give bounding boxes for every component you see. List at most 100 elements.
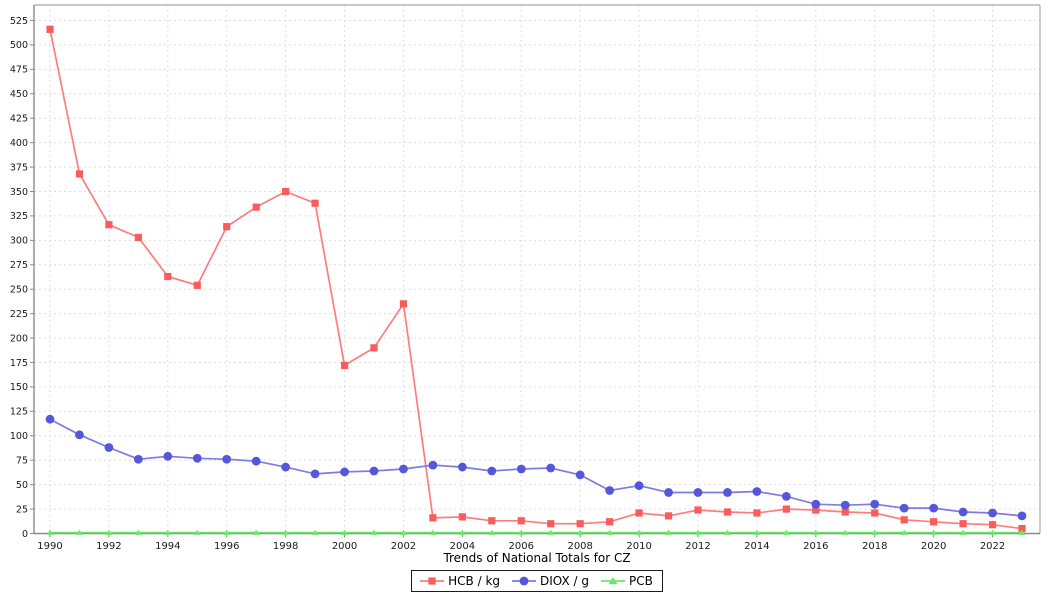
square-marker <box>635 509 643 517</box>
circle-marker <box>340 467 349 477</box>
square-marker <box>428 577 436 585</box>
triangle-marker <box>282 529 289 535</box>
circle-marker <box>192 453 202 463</box>
square-marker <box>282 187 290 196</box>
y-tick-label: 350 <box>10 187 28 198</box>
triangle-marker <box>724 529 731 535</box>
series-line <box>49 29 1023 530</box>
square-marker <box>1018 525 1026 533</box>
y-tick-label: 150 <box>10 382 28 393</box>
triangle-marker <box>694 529 702 535</box>
y-tick-label: 525 <box>10 16 28 27</box>
triangle-marker <box>429 529 437 535</box>
x-tick-label: 2022 <box>980 541 1005 552</box>
circle-marker <box>310 469 320 479</box>
triangle-marker <box>871 529 878 535</box>
triangle-marker <box>989 529 996 535</box>
triangle-marker <box>311 529 319 535</box>
x-tick-label: 1990 <box>37 541 62 552</box>
legend-item-diox: DIOX / g <box>511 574 589 588</box>
circle-marker <box>781 491 791 501</box>
y-tick-label: 375 <box>10 162 28 173</box>
series-pcb <box>46 529 1026 535</box>
x-tick-label: 2004 <box>450 541 475 552</box>
triangle-marker <box>341 529 348 535</box>
legend-box: HCB / kg DIOX / g PCB <box>411 570 663 592</box>
circle-marker <box>399 464 408 474</box>
x-tick-label: 2016 <box>803 541 828 552</box>
y-tick-label: 450 <box>10 89 28 100</box>
square-marker <box>311 199 319 207</box>
square-marker <box>988 521 997 529</box>
circle-marker <box>693 488 703 497</box>
legend-item-pcb: PCB <box>600 574 653 588</box>
triangle-marker <box>46 529 54 535</box>
y-tick-label: 500 <box>10 40 28 51</box>
triangle-marker <box>459 529 466 535</box>
legend-label-hcb: HCB / kg <box>448 574 501 588</box>
series-line <box>49 418 1023 517</box>
triangle-marker <box>370 529 378 535</box>
square-marker <box>134 233 142 242</box>
legend: HCB / kg DIOX / g PCB <box>34 570 1040 592</box>
circle-marker <box>104 443 114 452</box>
y-tick-label: 300 <box>10 236 28 247</box>
square-marker <box>753 509 761 517</box>
square-marker <box>429 514 437 522</box>
y-tick-label: 125 <box>10 407 28 418</box>
circle-marker <box>519 576 529 586</box>
x-tick-label: 2008 <box>567 541 592 552</box>
triangle-marker <box>76 529 83 535</box>
x-tick-label: 1998 <box>273 541 298 552</box>
square-marker <box>841 508 849 516</box>
triangle-marker <box>400 529 407 535</box>
circle-marker <box>133 454 143 464</box>
triangle-marker <box>930 529 937 535</box>
triangle-marker <box>576 529 584 535</box>
y-tick-label: 50 <box>16 480 28 491</box>
circle-marker <box>899 503 909 513</box>
y-tick-label: 325 <box>10 211 28 222</box>
circle-marker <box>605 486 615 495</box>
circle-marker <box>222 454 232 464</box>
square-marker <box>75 170 84 178</box>
y-tick-label: 400 <box>10 138 28 149</box>
square-marker <box>488 517 496 525</box>
y-tick-label: 475 <box>10 65 28 76</box>
triangle-marker <box>194 529 201 535</box>
circle-marker <box>723 488 732 497</box>
circle-marker <box>281 462 291 472</box>
square-marker <box>370 344 378 352</box>
circle-marker <box>752 487 762 496</box>
x-tick-label: 2010 <box>626 541 651 552</box>
square-marker <box>694 506 702 514</box>
x-tick-label: 2020 <box>921 541 946 552</box>
circle-marker <box>546 463 556 473</box>
x-tick-label: 2002 <box>391 541 416 552</box>
triangle-marker <box>105 529 113 535</box>
circle-marker <box>929 503 939 513</box>
series-dioxg <box>45 414 1027 521</box>
x-tick-label: 2014 <box>744 541 769 552</box>
circle-marker <box>487 466 497 476</box>
circle-marker <box>958 507 968 517</box>
triangle-marker <box>635 529 643 535</box>
hcb-square-marker-icon <box>420 577 445 585</box>
circle-marker <box>251 456 261 466</box>
legend-label-pcb: PCB <box>628 574 653 588</box>
x-tick-label: 2018 <box>862 541 887 552</box>
y-tick-label: 225 <box>10 309 28 320</box>
circle-marker <box>870 499 880 509</box>
triangle-marker <box>842 529 849 535</box>
square-marker <box>664 512 673 520</box>
square-marker <box>193 281 201 289</box>
square-marker <box>340 361 349 370</box>
triangle-marker <box>1018 529 1026 535</box>
circle-marker <box>516 464 526 474</box>
square-marker <box>900 516 908 524</box>
triangle-marker <box>488 529 496 535</box>
y-tick-label: 175 <box>10 358 28 369</box>
circle-marker <box>75 430 84 440</box>
